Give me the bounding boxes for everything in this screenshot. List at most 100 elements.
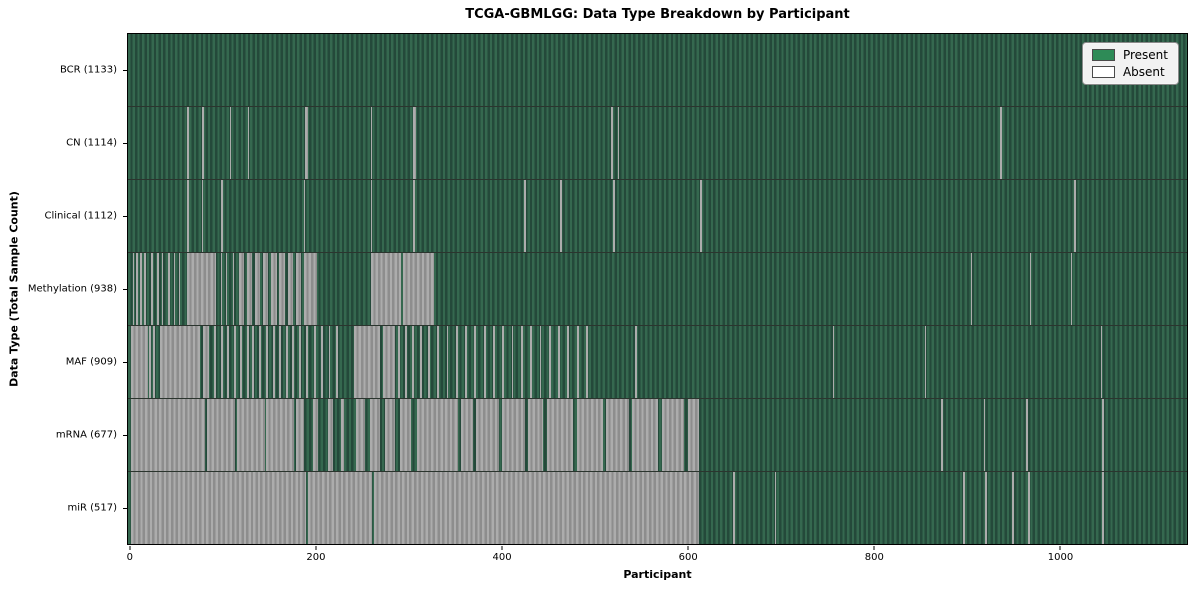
absent-segment [412,326,415,398]
absent-segment [700,180,703,252]
absent-segment [296,399,304,471]
legend-swatch-present [1091,49,1115,61]
x-tick-label: 1000 [1047,552,1074,563]
absent-segment [374,472,700,544]
absent-segment [130,326,148,398]
absent-segment [296,253,301,325]
absent-segment [774,472,777,544]
absent-segment [255,253,260,325]
absent-segment [328,326,331,398]
legend-item: Present [1091,49,1168,61]
absent-segment [327,399,334,471]
legend-label: Absent [1122,65,1165,79]
absent-segment [1102,399,1105,471]
absent-segment [940,399,943,471]
y-axis-ticks: BCR (1133) CN (1114) Clinical (1112) Methyl… [0,33,127,545]
absent-segment [1073,180,1076,252]
absent-segment [143,253,146,325]
x-tick-mark [129,546,131,550]
absent-segment [206,399,235,471]
absent-segment [371,180,373,252]
y-tick-mark [123,435,127,437]
row-mrna [128,399,1187,472]
absent-segment [1028,472,1030,544]
absent-segment [511,326,514,398]
row-cn [128,107,1187,180]
absent-segment [147,253,149,325]
absent-segment [279,253,285,325]
absent-segment [246,253,253,325]
y-tick-mark [123,215,127,217]
absent-segment [247,107,249,179]
absent-segment [130,399,206,471]
absent-segment [416,399,458,471]
absent-segment [230,107,232,179]
absent-segment [187,180,190,252]
absent-segment [238,253,245,325]
absent-segment [502,326,505,398]
absent-segment [214,326,217,398]
absent-segment [688,399,700,471]
absent-segment [303,180,306,252]
absent-segment [925,326,926,398]
absent-segment [558,326,560,398]
y-tick-mark [123,362,127,364]
absent-segment [246,326,249,398]
rows-container [128,34,1187,544]
row-mir [128,472,1187,544]
absent-segment [520,326,523,398]
absent-segment [220,326,223,398]
y-tick-label: CN (1114) [66,137,117,149]
absent-segment [455,326,458,398]
absent-segment [298,326,301,398]
absent-segment [153,326,155,398]
absent-segment [226,253,228,325]
absent-segment [136,253,139,325]
absent-segment [266,399,295,471]
absent-segment [1000,107,1003,179]
absent-segment [446,326,449,398]
absent-segment [162,253,164,325]
absent-segment [266,326,269,398]
y-tick-label: miR (517) [67,502,117,514]
absent-segment [262,253,269,325]
absent-segment [1030,253,1031,325]
absent-segment [203,326,209,398]
absent-segment [635,326,638,398]
absent-segment [159,326,201,398]
absent-segment [437,326,440,398]
row-maf [128,326,1187,399]
x-tick-mark [1059,546,1061,550]
absent-segment [662,399,685,471]
absent-segment [833,326,834,398]
y-tick-mark [123,289,127,290]
x-tick-mark [873,546,875,550]
absent-segment [271,253,277,325]
x-tick-label: 600 [678,552,698,563]
absent-segment [413,180,416,252]
absent-segment [1012,472,1015,544]
absent-segment [385,399,395,471]
x-tick-label: 200 [306,552,326,563]
absent-segment [279,326,282,398]
y-tick-label: MAF (909) [65,356,117,368]
absent-segment [576,326,579,398]
absent-segment [321,326,324,398]
x-tick-label: 800 [864,552,884,563]
absent-segment [149,326,152,398]
absent-segment [156,253,159,325]
absent-segment [398,326,401,398]
x-tick-mark [315,546,317,550]
y-tick-mark [123,508,127,510]
legend-swatch-absent [1091,66,1115,78]
absent-segment [611,107,613,179]
legend: Present Absent [1081,42,1179,85]
x-tick-label: 0 [126,552,133,563]
y-tick-label: BCR (1133) [59,64,117,76]
absent-segment [272,326,275,398]
chart-title: TCGA-GBMLGG: Data Type Breakdown by Part… [465,7,850,22]
absent-segment [371,253,402,325]
absent-segment [732,472,735,544]
absent-segment [419,326,422,398]
